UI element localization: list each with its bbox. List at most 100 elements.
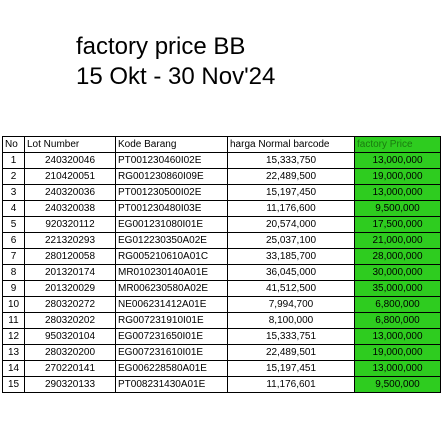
cell-harga-normal: 15,197,451	[227, 360, 355, 377]
cell-factory-price: 35,000,000	[354, 280, 441, 297]
table-row: 10 280320272 NE006231412A01E 7,994,700 6,800…	[2, 296, 441, 313]
cell-factory-price: 17,500,000	[354, 216, 441, 233]
title-block: factory price BB 15 Okt - 30 Nov'24	[76, 32, 275, 92]
table-row: 5 920320112 EG001231080I01E 20,574,000 17,50…	[2, 216, 441, 233]
cell-factory-price: 6,800,000	[354, 312, 441, 329]
cell-factory-price: 13,000,000	[354, 152, 441, 169]
cell-no: 12	[2, 328, 25, 345]
header-harga-normal: harga Normal barcode	[227, 136, 355, 153]
table-row: 4 240320038 PT001230480I03E 11,176,600 9,500…	[2, 200, 441, 217]
table-row: 11 280320202 RG007231910I01E 8,100,000 6,800…	[2, 312, 441, 329]
cell-no: 13	[2, 344, 25, 361]
title-line-2: 15 Okt - 30 Nov'24	[76, 63, 276, 90]
header-no: No	[2, 136, 25, 153]
table-row: 15 290320133 PT008231430A01E 11,176,601 9,50…	[2, 376, 441, 393]
cell-kode-barang: NE006231412A01E	[115, 296, 228, 313]
cell-kode-barang: EG006228580A01E	[115, 360, 228, 377]
cell-no: 11	[2, 312, 25, 329]
cell-no: 2	[2, 168, 25, 185]
table-row: 12 950320104 EG007231650I01E 15,333,751 13,0…	[2, 328, 441, 345]
header-lot-number: Lot Number	[24, 136, 116, 153]
cell-lot-number: 920320112	[24, 216, 116, 233]
table-row: 14 270220141 EG006228580A01E 15,197,451 13,0…	[2, 360, 441, 377]
table-row: 9 201320029 MR006230580A02E 41,512,500 35,00…	[2, 280, 441, 297]
cell-kode-barang: PT001230460I02E	[115, 152, 228, 169]
cell-lot-number: 290320133	[24, 376, 116, 393]
cell-harga-normal: 36,045,000	[227, 264, 355, 281]
table-row: 3 240320036 PT001230500I02E 15,197,450 13,00…	[2, 184, 441, 201]
cell-harga-normal: 22,489,500	[227, 168, 355, 185]
cell-no: 9	[2, 280, 25, 297]
cell-kode-barang: EG007231610I01E	[115, 344, 228, 361]
cell-no: 4	[2, 200, 25, 217]
cell-lot-number: 210420051	[24, 168, 116, 185]
cell-factory-price: 21,000,000	[354, 232, 441, 249]
cell-lot-number: 201320174	[24, 264, 116, 281]
cell-kode-barang: RG001230860I09E	[115, 168, 228, 185]
cell-harga-normal: 25,037,100	[227, 232, 355, 249]
cell-kode-barang: PT008231430A01E	[115, 376, 228, 393]
cell-harga-normal: 20,574,000	[227, 216, 355, 233]
cell-harga-normal: 8,100,000	[227, 312, 355, 329]
cell-no: 7	[2, 248, 25, 265]
cell-factory-price: 13,000,000	[354, 184, 441, 201]
cell-no: 15	[2, 376, 25, 393]
cell-factory-price: 13,000,000	[354, 328, 441, 345]
title-line-1: factory price BB	[76, 33, 246, 60]
cell-factory-price: 9,500,000	[354, 200, 441, 217]
table-body: 1 240320046 PT001230460I02E 15,333,750 13,00…	[2, 152, 441, 393]
cell-no: 6	[2, 232, 25, 249]
table-row: 13 280320200 EG007231610I01E 22,489,501 19,0…	[2, 344, 441, 361]
cell-lot-number: 280320200	[24, 344, 116, 361]
cell-kode-barang: RG007231910I01E	[115, 312, 228, 329]
cell-factory-price: 9,500,000	[354, 376, 441, 393]
cell-lot-number: 280320272	[24, 296, 116, 313]
table-row: 2 210420051 RG001230860I09E 22,489,500 19,00…	[2, 168, 441, 185]
cell-lot-number: 270220141	[24, 360, 116, 377]
cell-no: 10	[2, 296, 25, 313]
table-header-row: No Lot Number Kode Barang harga Normal b…	[2, 136, 441, 153]
cell-no: 8	[2, 264, 25, 281]
cell-harga-normal: 15,333,751	[227, 328, 355, 345]
cell-lot-number: 201320029	[24, 280, 116, 297]
cell-factory-price: 19,000,000	[354, 168, 441, 185]
cell-harga-normal: 15,197,450	[227, 184, 355, 201]
cell-kode-barang: PT001230500I02E	[115, 184, 228, 201]
cell-lot-number: 240320036	[24, 184, 116, 201]
price-table: No Lot Number Kode Barang harga Normal b…	[2, 136, 441, 393]
cell-harga-normal: 11,176,601	[227, 376, 355, 393]
cell-kode-barang: PT001230480I03E	[115, 200, 228, 217]
cell-no: 1	[2, 152, 25, 169]
cell-kode-barang: RG005210610A01C	[115, 248, 228, 265]
cell-factory-price: 19,000,000	[354, 344, 441, 361]
cell-no: 14	[2, 360, 25, 377]
cell-harga-normal: 7,994,700	[227, 296, 355, 313]
cell-no: 3	[2, 184, 25, 201]
cell-harga-normal: 15,333,750	[227, 152, 355, 169]
cell-lot-number: 280120058	[24, 248, 116, 265]
cell-harga-normal: 22,489,501	[227, 344, 355, 361]
cell-lot-number: 280320202	[24, 312, 116, 329]
cell-harga-normal: 33,185,700	[227, 248, 355, 265]
table-row: 7 280120058 RG005210610A01C 33,185,700 28,00…	[2, 248, 441, 265]
cell-kode-barang: EG007231650I01E	[115, 328, 228, 345]
table-row: 8 201320174 MR010230140A01E 36,045,000 30,00…	[2, 264, 441, 281]
cell-factory-price: 6,800,000	[354, 296, 441, 313]
cell-lot-number: 950320104	[24, 328, 116, 345]
table-row: 1 240320046 PT001230460I02E 15,333,750 13,00…	[2, 152, 441, 169]
cell-kode-barang: MR006230580A02E	[115, 280, 228, 297]
cell-kode-barang: EG001231080I01E	[115, 216, 228, 233]
cell-no: 5	[2, 216, 25, 233]
cell-kode-barang: EG012230350A02E	[115, 232, 228, 249]
cell-lot-number: 221320293	[24, 232, 116, 249]
table-row: 6 221320293 EG012230350A02E 25,037,100 21,00…	[2, 232, 441, 249]
header-kode-barang: Kode Barang	[115, 136, 228, 153]
cell-lot-number: 240320046	[24, 152, 116, 169]
cell-factory-price: 13,000,000	[354, 360, 441, 377]
cell-factory-price: 28,000,000	[354, 248, 441, 265]
cell-kode-barang: MR010230140A01E	[115, 264, 228, 281]
cell-lot-number: 240320038	[24, 200, 116, 217]
cell-harga-normal: 11,176,600	[227, 200, 355, 217]
cell-factory-price: 30,000,000	[354, 264, 441, 281]
cell-harga-normal: 41,512,500	[227, 280, 355, 297]
